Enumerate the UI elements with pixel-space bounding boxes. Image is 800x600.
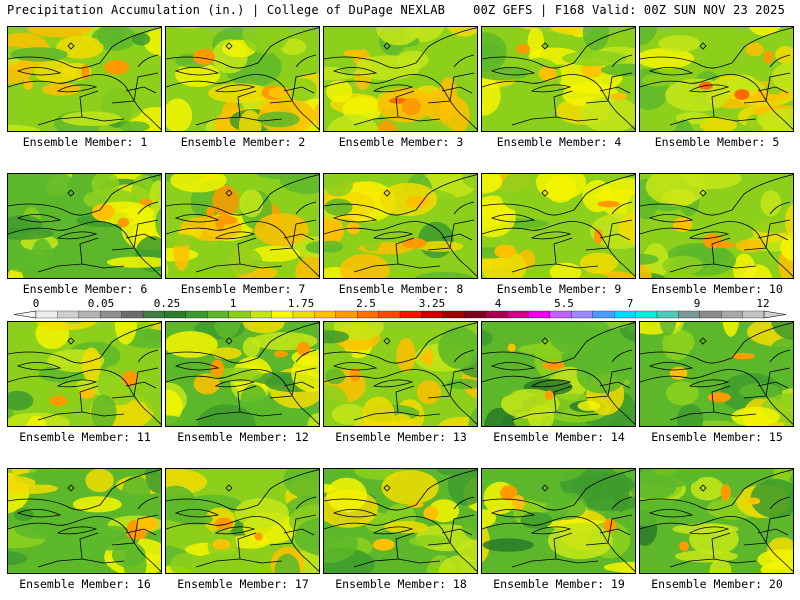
legend-swatch (699, 310, 722, 319)
ensemble-member-label: Ensemble Member: 8 (338, 282, 464, 296)
legend-swatch (100, 310, 123, 319)
ensemble-member-map (165, 173, 320, 279)
legend-swatch (378, 310, 401, 319)
ensemble-member-label: Ensemble Member: 3 (338, 135, 464, 149)
ensemble-member-map (639, 321, 794, 427)
legend-tick-label: 2.5 (356, 297, 376, 310)
legend-swatch (185, 310, 208, 319)
ensemble-member-map (7, 468, 162, 574)
legend-swatch (228, 310, 251, 319)
ensemble-member-label: Ensemble Member: 20 (651, 577, 783, 591)
legend-swatch (485, 310, 508, 319)
ensemble-member-map (7, 26, 162, 132)
legend-swatch (207, 310, 230, 319)
ensemble-member-label: Ensemble Member: 14 (493, 430, 625, 444)
legend-swatch (549, 310, 572, 319)
legend-swatch (656, 310, 679, 319)
legend-swatch (57, 310, 80, 319)
legend-swatch (464, 310, 487, 319)
ensemble-member-label: Ensemble Member: 5 (654, 135, 780, 149)
ensemble-member-label: Ensemble Member: 2 (180, 135, 306, 149)
ensemble-member-label: Ensemble Member: 18 (335, 577, 467, 591)
legend-swatch (335, 310, 358, 319)
ensemble-member-label: Ensemble Member: 9 (496, 282, 622, 296)
legend-tick-label: 1 (229, 297, 237, 310)
legend-swatch (506, 310, 529, 319)
legend-swatch (613, 310, 636, 319)
legend-swatch (635, 310, 658, 319)
ensemble-member-label: Ensemble Member: 11 (19, 430, 151, 444)
ensemble-member-map (639, 173, 794, 279)
legend-swatch (742, 310, 765, 319)
legend-max-arrow (763, 310, 787, 319)
ensemble-member-map (165, 321, 320, 427)
legend-swatch (314, 310, 337, 319)
ensemble-member-map (481, 173, 636, 279)
ensemble-member-label: Ensemble Member: 7 (180, 282, 306, 296)
legend-tick-label: 7 (626, 297, 634, 310)
legend-swatch (678, 310, 701, 319)
legend-tick-label: 0.25 (153, 297, 181, 310)
legend-swatch (249, 310, 272, 319)
legend-swatch (292, 310, 315, 319)
legend-swatch (528, 310, 551, 319)
legend-tick-label: 3.25 (418, 297, 446, 310)
ensemble-member-label: Ensemble Member: 10 (651, 282, 783, 296)
ensemble-member-map (323, 26, 478, 132)
ensemble-member-map (481, 321, 636, 427)
legend-swatch (399, 310, 422, 319)
ensemble-member-map (165, 26, 320, 132)
ensemble-member-map (323, 173, 478, 279)
legend-tick-label: 1.75 (287, 297, 315, 310)
legend-swatch (721, 310, 744, 319)
precipitation-color-legend (13, 310, 787, 319)
legend-swatch (35, 310, 58, 319)
ensemble-member-map (481, 468, 636, 574)
map-title: Precipitation Accumulation (in.) | Colle… (7, 3, 446, 17)
legend-swatch (164, 310, 187, 319)
legend-swatch (571, 310, 594, 319)
legend-swatch (357, 310, 380, 319)
ensemble-member-label: Ensemble Member: 19 (493, 577, 625, 591)
ensemble-member-map (165, 468, 320, 574)
ensemble-member-label: Ensemble Member: 13 (335, 430, 467, 444)
legend-tick-label: 0.05 (87, 297, 115, 310)
ensemble-member-label: Ensemble Member: 16 (19, 577, 151, 591)
ensemble-member-map (323, 468, 478, 574)
legend-tick-label: 12 (756, 297, 770, 310)
legend-tick-label: 5.5 (554, 297, 574, 310)
ensemble-member-label: Ensemble Member: 6 (22, 282, 148, 296)
model-run-info: 00Z GEFS | F168 Valid: 00Z SUN NOV 23 20… (473, 3, 785, 17)
ensemble-member-label: Ensemble Member: 1 (22, 135, 148, 149)
ensemble-member-map (639, 26, 794, 132)
legend-swatch (78, 310, 101, 319)
legend-min-arrow (13, 310, 37, 319)
legend-swatch (421, 310, 444, 319)
ensemble-member-map (639, 468, 794, 574)
ensemble-member-map (7, 173, 162, 279)
legend-swatch (271, 310, 294, 319)
ensemble-member-label: Ensemble Member: 4 (496, 135, 622, 149)
ensemble-member-map (7, 321, 162, 427)
ensemble-member-map (481, 26, 636, 132)
ensemble-member-label: Ensemble Member: 15 (651, 430, 783, 444)
ensemble-member-label: Ensemble Member: 17 (177, 577, 309, 591)
legend-tick-label: 4 (494, 297, 502, 310)
legend-tick-label: 9 (693, 297, 701, 310)
legend-swatch (142, 310, 165, 319)
legend-tick-label: 0 (32, 297, 40, 310)
legend-swatch (592, 310, 615, 319)
legend-swatch (121, 310, 144, 319)
ensemble-member-label: Ensemble Member: 12 (177, 430, 309, 444)
ensemble-member-map (323, 321, 478, 427)
legend-swatch (442, 310, 465, 319)
